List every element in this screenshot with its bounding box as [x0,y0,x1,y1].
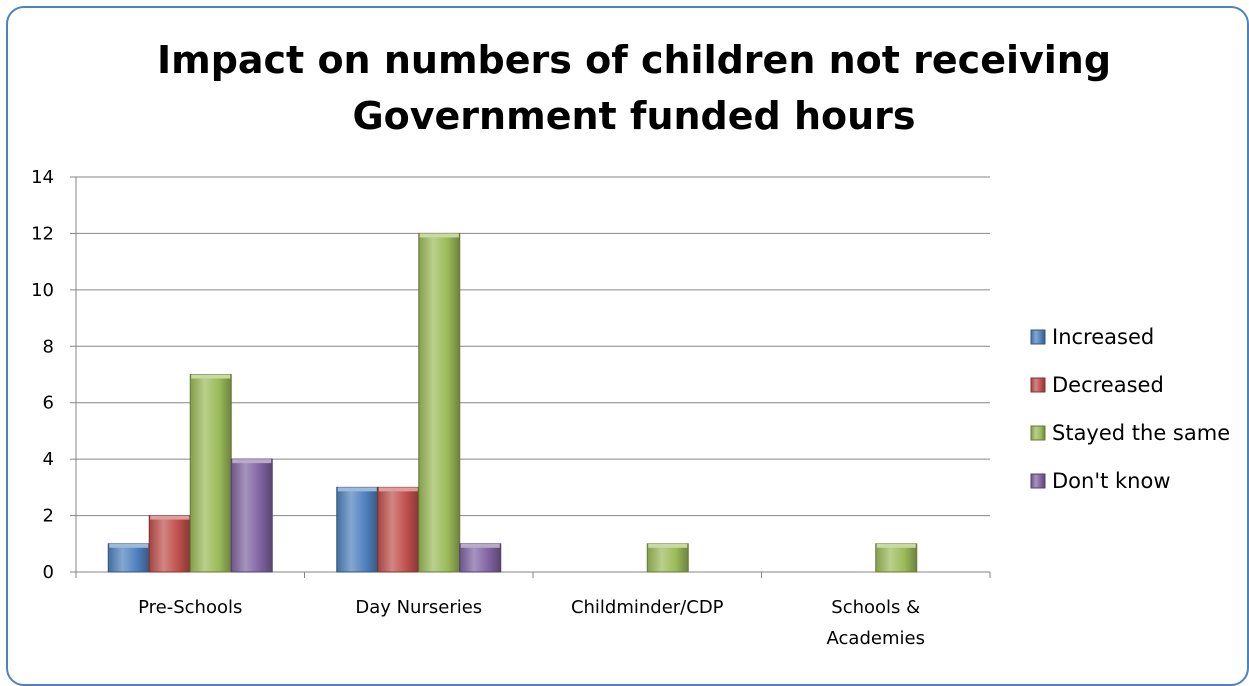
category-label: Pre-Schools [138,597,242,618]
y-tick-label: 4 [43,449,54,470]
legend-swatch [1030,425,1046,441]
chart-title: Impact on numbers of children not receiv… [0,32,1249,144]
bar [459,543,502,573]
bar-chart: 0 2 4 6 8 10 12 14 Pre-Schools Day Nurseries Child… [31,167,1230,649]
legend-swatch [1030,329,1046,345]
legend-item: Stayed the same [1030,421,1230,445]
bar [107,543,150,573]
legend: Increased Decreased Stayed the same Don't k… [1030,325,1230,493]
legend-item: Don't know [1030,469,1171,493]
chart-title-line-2: Government funded hours [352,94,916,138]
legend-label: Decreased [1052,373,1164,397]
bar [377,486,420,573]
y-tick-label: 10 [31,280,54,301]
category-label: Childminder/CDP [571,597,724,618]
bar [189,374,232,573]
legend-swatch [1030,377,1046,393]
category-label: Academies [827,628,925,649]
y-tick-label: 12 [31,223,54,244]
category-label: Day Nurseries [355,597,482,618]
bar [230,458,273,573]
y-tick-label: 2 [43,506,54,527]
y-tick-label: 0 [43,562,54,583]
axis-labels: 0 2 4 6 8 10 12 14 Pre-Schools Day Nurseries Child… [31,167,925,649]
legend-label: Stayed the same [1052,421,1230,445]
bar [148,515,191,573]
y-tick-label: 8 [43,336,54,357]
chart-title-line-1: Impact on numbers of children not receiv… [156,38,1112,82]
y-tick-label: 6 [43,393,54,414]
bar [418,232,461,573]
legend-label: Don't know [1052,469,1171,493]
bar [336,486,379,573]
legend-label: Increased [1052,325,1154,349]
legend-swatch [1030,473,1046,489]
category-label: Schools & [831,597,920,618]
legend-item: Increased [1030,325,1154,349]
legend-item: Decreased [1030,373,1164,397]
bar [646,543,689,573]
bars [107,232,918,573]
bar [875,543,918,573]
y-tick-label: 14 [31,167,54,188]
